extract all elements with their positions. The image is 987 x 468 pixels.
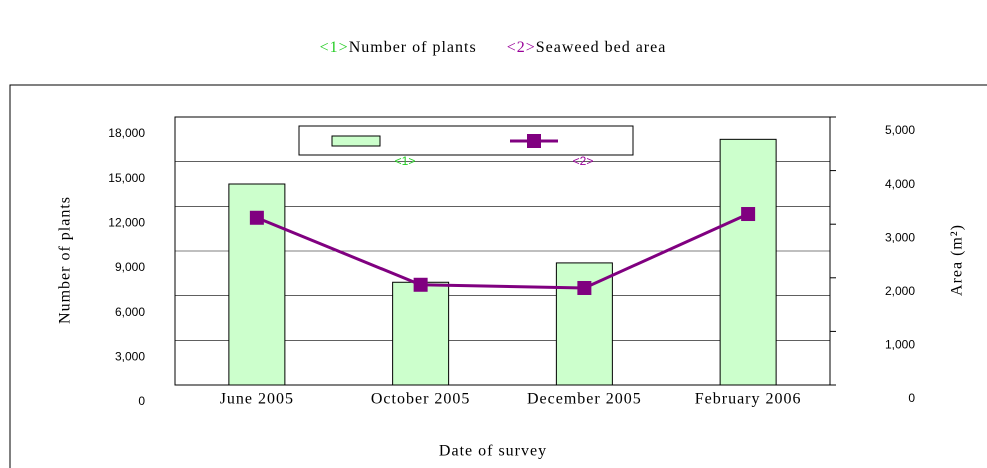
top-legend: <1>Number of plants <2>Seaweed bed area — [320, 39, 667, 56]
x-tick-label: December 2005 — [527, 391, 642, 408]
x-tick-label: October 2005 — [371, 391, 471, 408]
marker — [249, 210, 264, 225]
y2-tick-label: 2,000 — [885, 284, 915, 298]
y-tick-label: 12,000 — [108, 216, 145, 230]
y-tick-label: 9,000 — [115, 260, 145, 274]
y-tick-label: 6,000 — [115, 305, 145, 319]
x-tick-label: June 2005 — [220, 391, 294, 408]
y-tick-label: 3,000 — [115, 350, 145, 364]
y2-tick-label: 0 — [908, 391, 915, 405]
legend-swatch — [331, 135, 381, 147]
legend-name: Seaweed bed area — [536, 39, 667, 56]
tag: <2> — [507, 39, 536, 56]
y2-tick-label: 1,000 — [885, 338, 915, 352]
y-tick-label: 18,000 — [108, 126, 145, 140]
x-axis-title: Date of survey — [439, 443, 547, 460]
legend-label: <1> — [395, 154, 416, 168]
outer-frame — [9, 84, 987, 468]
marker — [741, 207, 756, 222]
legend-name: Number of plants — [349, 39, 477, 56]
marker — [577, 280, 592, 295]
tag: <1> — [320, 39, 349, 56]
y2-tick-label: 5,000 — [885, 123, 915, 137]
marker — [413, 277, 428, 292]
legend-label: <2> — [573, 154, 594, 168]
bar — [719, 138, 777, 386]
y2-axis-title: Area (m²) — [949, 224, 966, 296]
y2-tick-label: 4,000 — [885, 177, 915, 191]
legend-marker — [527, 134, 541, 148]
y-axis-title: Number of plants — [57, 196, 74, 324]
y-tick-label: 15,000 — [108, 171, 145, 185]
y-tick-label: 0 — [138, 394, 145, 408]
bar — [392, 281, 450, 386]
y2-tick-label: 3,000 — [885, 230, 915, 244]
line — [256, 212, 749, 290]
x-tick-label: February 2006 — [695, 391, 802, 408]
